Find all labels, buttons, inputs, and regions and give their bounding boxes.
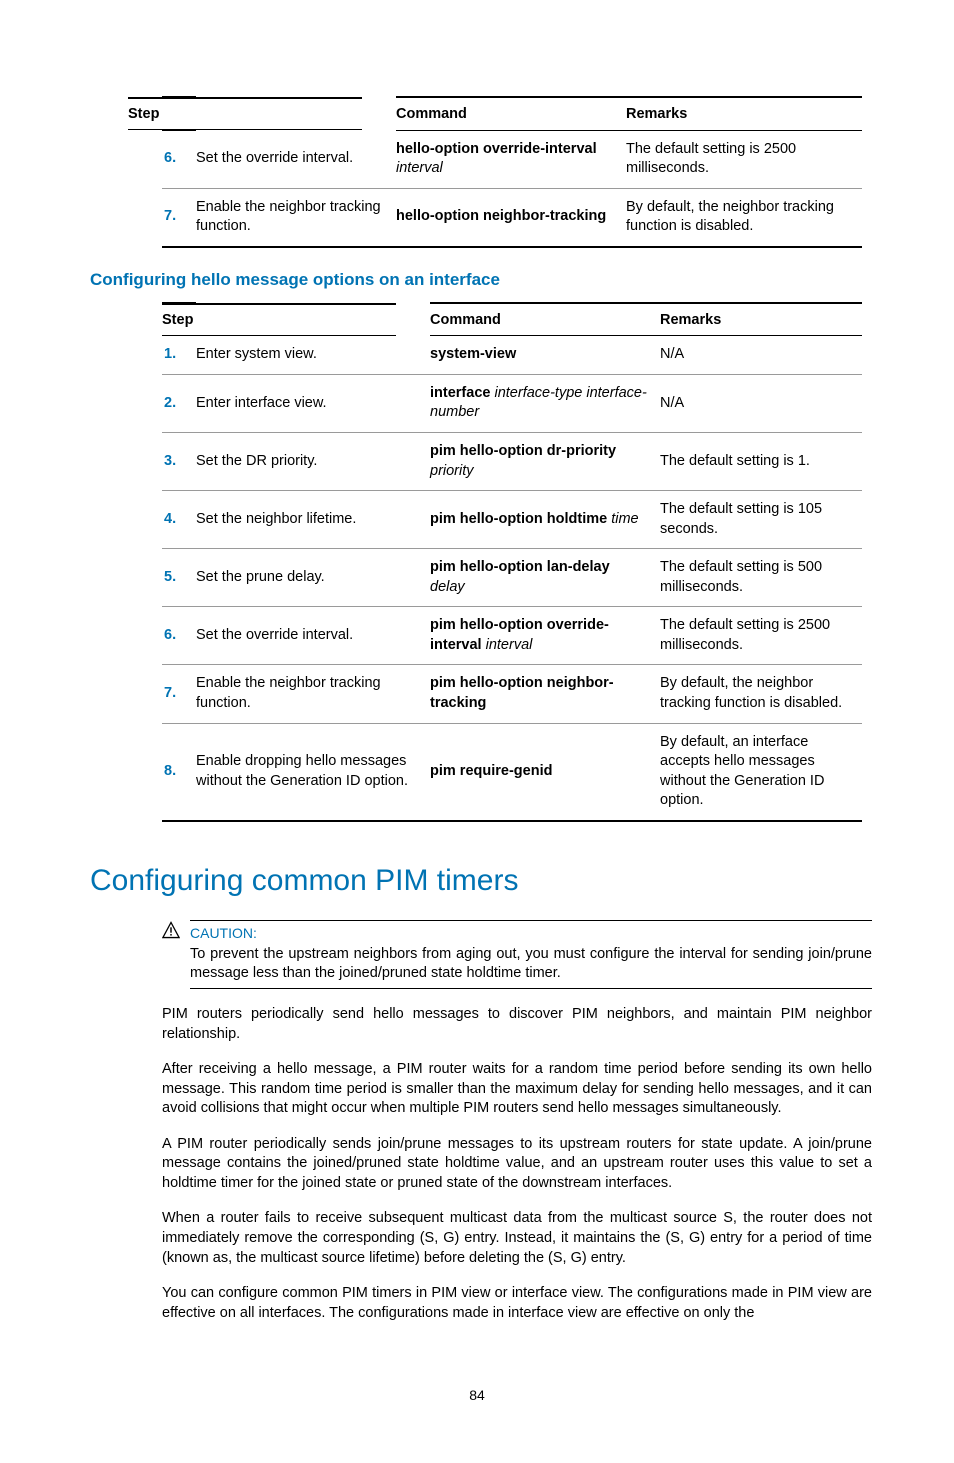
table-row: 7.Enable the neighbor tracking function.… — [162, 188, 862, 247]
section-heading-common-pim-timers: Configuring common PIM timers — [90, 864, 864, 898]
step-number: 8. — [162, 723, 196, 821]
step-number: 4. — [162, 491, 196, 549]
table-row: 2.Enter interface view.interface interfa… — [162, 374, 862, 432]
table-row: 4.Set the neighbor lifetime.pim hello-op… — [162, 491, 862, 549]
body-paragraph: After receiving a hello message, a PIM r… — [162, 1060, 872, 1119]
table1: Step Command Remarks 6.Set the override … — [162, 96, 862, 248]
remarks-cell: N/A — [660, 336, 862, 375]
step-number: 5. — [162, 549, 196, 607]
step-number: 6. — [162, 607, 196, 665]
step-description: Enable the neighbor tracking function. — [196, 188, 396, 247]
body-paragraph: PIM routers periodically send hello mess… — [162, 1005, 872, 1044]
command-cell: pim hello-option dr-priority priority — [430, 432, 660, 490]
body-paragraph: You can configure common PIM timers in P… — [162, 1284, 872, 1323]
remarks-cell: The default setting is 500 milliseconds. — [660, 549, 862, 607]
caution-text: To prevent the upstream neighbors from a… — [190, 945, 872, 984]
remarks-cell: The default setting is 2500 milliseconds… — [626, 130, 862, 188]
caution-icon — [162, 920, 190, 942]
command-cell: pim hello-option holdtime time — [430, 491, 660, 549]
command-cell: system-view — [430, 336, 660, 375]
table1-wrap: Step Command Remarks 6.Set the override … — [162, 96, 864, 248]
table-row: 6.Set the override interval.pim hello-op… — [162, 607, 862, 665]
caution-block: CAUTION: To prevent the upstream neighbo… — [162, 920, 872, 989]
command-cell: hello-option override-interval interval — [396, 130, 626, 188]
step-number: 7. — [162, 665, 196, 723]
step-description: Enter system view. — [196, 336, 430, 375]
table2-wrap: Step Command Remarks 1.Enter system view… — [162, 302, 864, 822]
document-page: Step Command Remarks 6.Set the override … — [0, 0, 954, 1463]
table-row: 8.Enable dropping hello messages without… — [162, 723, 862, 821]
step-description: Set the DR priority. — [196, 432, 430, 490]
step-description: Set the override interval. — [196, 607, 430, 665]
remarks-cell: N/A — [660, 374, 862, 432]
caution-label: CAUTION: — [190, 925, 872, 941]
table2-header-step: Step — [162, 303, 396, 336]
step-description: Enter interface view. — [196, 374, 430, 432]
table-row: 3.Set the DR priority.pim hello-option d… — [162, 432, 862, 490]
command-cell: pim hello-option override-interval inter… — [430, 607, 660, 665]
command-cell: interface interface-type interface-numbe… — [430, 374, 660, 432]
step-number: 1. — [162, 336, 196, 375]
step-description: Set the prune delay. — [196, 549, 430, 607]
table2-header-command: Command — [430, 303, 660, 336]
table-row: 7.Enable the neighbor tracking function.… — [162, 665, 862, 723]
step-number: 6. — [162, 130, 196, 188]
remarks-cell: By default, an interface accepts hello m… — [660, 723, 862, 821]
command-cell: pim hello-option lan-delay delay — [430, 549, 660, 607]
step-description: Set the override interval. — [196, 130, 396, 188]
table1-header-remarks: Remarks — [626, 97, 862, 130]
table2: Step Command Remarks 1.Enter system view… — [162, 302, 862, 822]
step-number: 2. — [162, 374, 196, 432]
remarks-cell: By default, the neighbor tracking functi… — [660, 665, 862, 723]
command-cell: pim require-genid — [430, 723, 660, 821]
body-paragraph: When a router fails to receive subsequen… — [162, 1209, 872, 1268]
step-description: Enable dropping hello messages without t… — [196, 723, 430, 821]
step-number: 7. — [162, 188, 196, 247]
remarks-cell: The default setting is 1. — [660, 432, 862, 490]
table2-header-remarks: Remarks — [660, 303, 862, 336]
command-cell: hello-option neighbor-tracking — [396, 188, 626, 247]
table1-header-command: Command — [396, 97, 626, 130]
table-row: 6.Set the override interval.hello-option… — [162, 130, 862, 188]
body-paragraph: A PIM router periodically sends join/pru… — [162, 1135, 872, 1194]
command-cell: pim hello-option neighbor-tracking — [430, 665, 660, 723]
section-heading-hello-options-interface: Configuring hello message options on an … — [90, 270, 864, 290]
page-number: 84 — [90, 1387, 864, 1403]
table-row: 5.Set the prune delay.pim hello-option l… — [162, 549, 862, 607]
table1-header-step: Step — [128, 97, 362, 130]
remarks-cell: The default setting is 2500 milliseconds… — [660, 607, 862, 665]
remarks-cell: The default setting is 105 seconds. — [660, 491, 862, 549]
step-description: Set the neighbor lifetime. — [196, 491, 430, 549]
step-description: Enable the neighbor tracking function. — [196, 665, 430, 723]
remarks-cell: By default, the neighbor tracking functi… — [626, 188, 862, 247]
step-number: 3. — [162, 432, 196, 490]
table-row: 1.Enter system view.system-viewN/A — [162, 336, 862, 375]
